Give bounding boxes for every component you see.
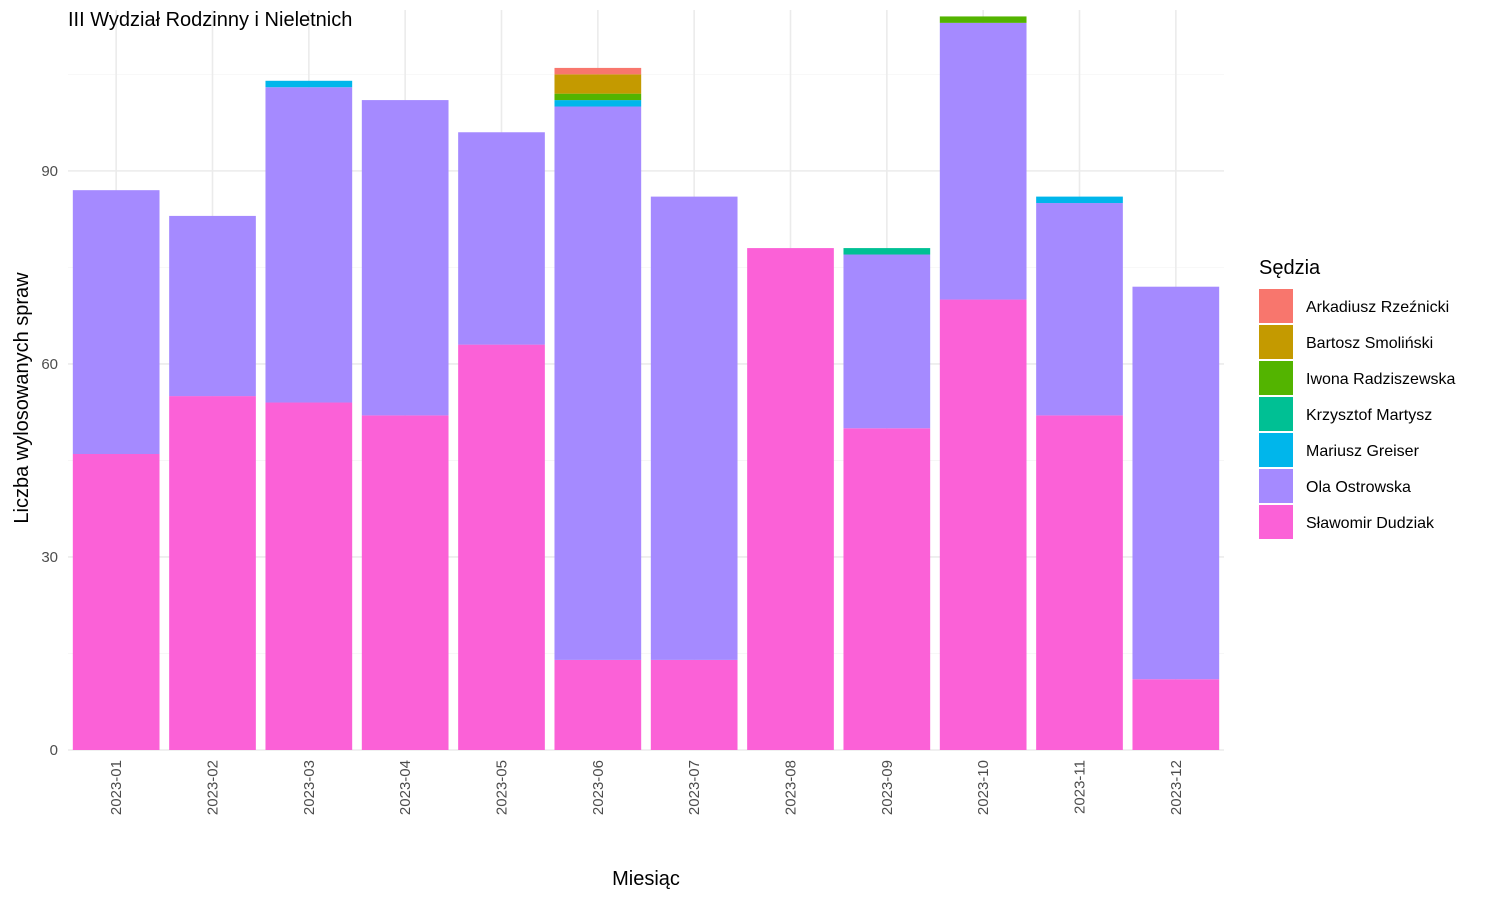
bar-segment	[939, 299, 1027, 750]
y-axis-title: Liczba wylosowanych spraw	[11, 272, 33, 524]
x-axis-title: Miesiąc	[612, 868, 680, 890]
bar-segment	[650, 659, 738, 750]
x-tick-label: 2023-11	[1072, 760, 1089, 814]
x-tick-label: 2023-04	[397, 760, 414, 815]
bar-segment	[554, 100, 642, 107]
legend-swatch	[1259, 433, 1293, 467]
legend-swatch	[1259, 325, 1293, 359]
bar-segment	[1036, 203, 1123, 416]
bar-segment	[554, 67, 642, 75]
bar-segment	[458, 132, 545, 345]
x-tick-label: 2023-10	[975, 760, 992, 815]
y-tick-label: 60	[41, 356, 58, 373]
x-tick-label: 2023-05	[494, 760, 511, 815]
legend-label: Bartosz Smoliński	[1306, 335, 1433, 352]
legend-swatch	[1259, 397, 1293, 431]
x-tick-label: 2023-07	[686, 760, 703, 815]
y-axis-ticks: 0 30 60 90	[41, 163, 58, 759]
bar-segment	[265, 87, 353, 403]
x-tick-label: 2023-12	[1168, 760, 1185, 815]
bar-segment	[554, 659, 642, 750]
legend-label: Mariusz Greiser	[1306, 443, 1420, 460]
bar-segment	[843, 428, 931, 750]
bar-segment	[843, 248, 931, 255]
bar-segment	[554, 74, 642, 94]
legend-swatch	[1259, 505, 1293, 539]
legend-label: Sławomir Dudziak	[1306, 515, 1435, 532]
legend-swatch	[1259, 289, 1293, 323]
x-tick-label: 2023-03	[301, 760, 318, 815]
x-tick-label: 2023-06	[590, 760, 607, 815]
bar-segment	[169, 215, 256, 397]
bar-segment	[554, 93, 642, 101]
x-tick-label: 2023-08	[783, 760, 800, 815]
x-tick-label: 2023-09	[879, 760, 896, 815]
bar-segment	[1132, 286, 1220, 680]
bar-segment	[939, 16, 1027, 23]
x-axis-ticks: 2023-01 2023-02 2023-03 2023-04 2023-05 2023-…	[108, 760, 1185, 815]
legend: Sędzia Arkadiusz Rzeźnicki Bartosz Smoliń…	[1259, 257, 1456, 539]
x-tick-label: 2023-02	[205, 760, 222, 815]
bar-segment	[458, 344, 545, 750]
bar-segment	[361, 100, 449, 416]
legend-label: Arkadiusz Rzeźnicki	[1306, 299, 1449, 316]
x-tick-label: 2023-01	[108, 760, 125, 815]
bar-segment	[650, 196, 738, 660]
legend-label: Iwona Radziszewska	[1306, 371, 1456, 388]
bar-segment	[169, 396, 256, 750]
bar-segment	[747, 248, 834, 750]
bar-segment	[1132, 679, 1220, 750]
chart-title: III Wydział Rodzinny i Nieletnich	[68, 9, 352, 31]
y-tick-label: 0	[50, 742, 58, 759]
bar-segment	[265, 80, 353, 88]
bar-segment	[843, 254, 931, 429]
legend-label: Ola Ostrowska	[1306, 479, 1411, 496]
bar-segment	[265, 402, 353, 750]
bar-segment	[361, 415, 449, 750]
bar-segment	[939, 22, 1027, 300]
bar-segment	[1036, 196, 1123, 204]
bars	[72, 16, 1220, 750]
bar-segment	[72, 454, 160, 750]
legend-swatch	[1259, 361, 1293, 395]
legend-title: Sędzia	[1259, 257, 1321, 279]
y-tick-label: 30	[41, 549, 58, 566]
bar-segment	[1036, 415, 1123, 750]
legend-swatch	[1259, 469, 1293, 503]
y-tick-label: 90	[41, 163, 58, 180]
bar-segment	[554, 106, 642, 660]
legend-label: Krzysztof Martysz	[1306, 407, 1432, 424]
bar-segment	[72, 190, 160, 454]
